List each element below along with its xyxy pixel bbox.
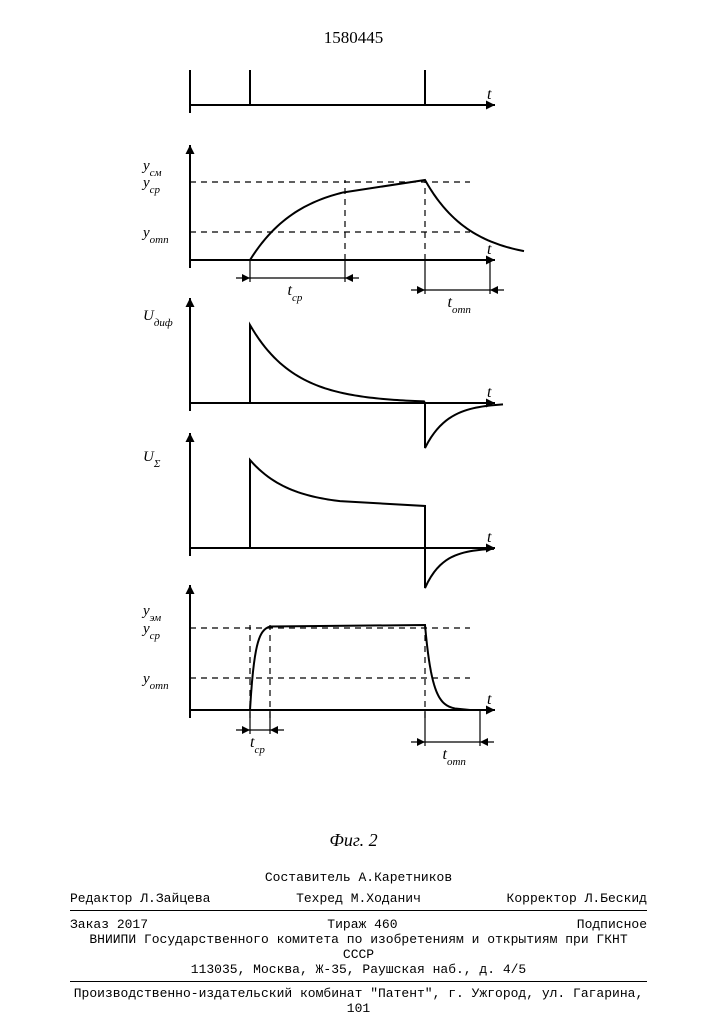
compiler-label: Составитель [265, 870, 351, 885]
order-label: Заказ [70, 917, 109, 932]
svg-text:t: t [487, 241, 492, 258]
page-footer: Составитель А.Каретников Редактор Л.Зайц… [70, 870, 647, 1016]
tirazh-label: Тираж [327, 917, 366, 932]
org-line-1: ВНИИПИ Государственного комитета по изоб… [70, 932, 647, 962]
svg-text:t: t [487, 529, 492, 546]
printer-line: Производственно-издательский комбинат "П… [70, 986, 647, 1016]
svg-text:t: t [487, 384, 492, 401]
editor-name: Л.Зайцева [140, 891, 210, 906]
compiler-name: А.Каретников [359, 870, 453, 885]
svg-text:tср: tср [250, 734, 265, 756]
org-line-2: 113035, Москва, Ж-35, Раушская наб., д. … [70, 962, 647, 977]
order-number: 2017 [117, 917, 148, 932]
svg-text:UΣ: UΣ [143, 449, 161, 470]
figure-caption: Фиг. 2 [0, 830, 707, 851]
tirazh-number: 460 [374, 917, 397, 932]
editor-label: Редактор [70, 891, 132, 906]
svg-text:tотп: tотп [448, 294, 472, 316]
corrector-name: Л.Бескид [585, 891, 647, 906]
svg-text:tотп: tотп [443, 746, 467, 768]
techred-label: Техред [296, 891, 343, 906]
svg-text:yотп: yотп [141, 671, 169, 692]
timing-diagrams: ааtUВхббtyсмyсрyотпtсрtотпввtUдифггtUΣдд… [135, 70, 555, 830]
svg-text:yср: yср [141, 621, 161, 642]
svg-text:t: t [487, 691, 492, 708]
svg-text:t: t [487, 86, 492, 103]
document-number: 1580445 [0, 28, 707, 48]
corrector-label: Корректор [507, 891, 577, 906]
subscription-label: Подписное [577, 917, 647, 932]
svg-text:tср: tср [288, 282, 303, 304]
techred-name: М.Ходанич [351, 891, 421, 906]
svg-text:yотп: yотп [141, 225, 169, 246]
svg-text:Uдиф: Uдиф [143, 308, 173, 329]
